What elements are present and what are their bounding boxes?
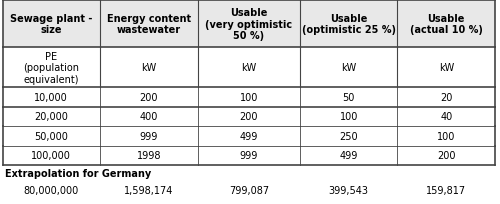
Text: Usable
(very optimistic
50 %): Usable (very optimistic 50 %): [205, 8, 292, 41]
Text: 999: 999: [140, 131, 158, 141]
Text: 20: 20: [440, 92, 452, 102]
Text: 200: 200: [437, 151, 456, 161]
Text: 100,000: 100,000: [32, 151, 71, 161]
Bar: [2, 48, 495, 88]
Text: kW: kW: [438, 63, 454, 73]
Text: 400: 400: [140, 112, 158, 122]
Text: 100: 100: [340, 112, 358, 122]
Text: 50,000: 50,000: [34, 131, 68, 141]
Text: kW: kW: [141, 63, 156, 73]
Text: 250: 250: [340, 131, 358, 141]
Text: kW: kW: [241, 63, 256, 73]
Bar: [2, 126, 495, 146]
Text: 80,000,000: 80,000,000: [24, 185, 79, 195]
Text: 159,817: 159,817: [426, 185, 467, 195]
Text: Usable
(actual 10 %): Usable (actual 10 %): [410, 14, 482, 35]
Text: 40: 40: [440, 112, 452, 122]
Text: 399,543: 399,543: [329, 185, 369, 195]
Text: 1998: 1998: [136, 151, 161, 161]
Text: 100: 100: [437, 131, 456, 141]
Text: 999: 999: [240, 151, 258, 161]
Text: 20,000: 20,000: [34, 112, 68, 122]
Text: Extrapolation for Germany: Extrapolation for Germany: [5, 168, 151, 178]
Text: PE
(population
equivalent): PE (population equivalent): [24, 51, 79, 84]
Text: 200: 200: [240, 112, 258, 122]
Text: 50: 50: [342, 92, 355, 102]
Bar: [2, 1, 495, 48]
Text: 100: 100: [240, 92, 258, 102]
Text: 499: 499: [340, 151, 358, 161]
Text: Usable
(optimistic 25 %): Usable (optimistic 25 %): [302, 14, 396, 35]
Text: 200: 200: [140, 92, 158, 102]
Text: 799,087: 799,087: [228, 185, 269, 195]
Text: 499: 499: [240, 131, 258, 141]
Text: 10,000: 10,000: [34, 92, 68, 102]
Bar: [2, 146, 495, 165]
Bar: [2, 88, 495, 107]
Text: Sewage plant -
size: Sewage plant - size: [10, 14, 92, 35]
Text: Energy content
wastewater: Energy content wastewater: [106, 14, 191, 35]
Bar: [2, 107, 495, 126]
Text: kW: kW: [341, 63, 356, 73]
Text: 1,598,174: 1,598,174: [124, 185, 174, 195]
